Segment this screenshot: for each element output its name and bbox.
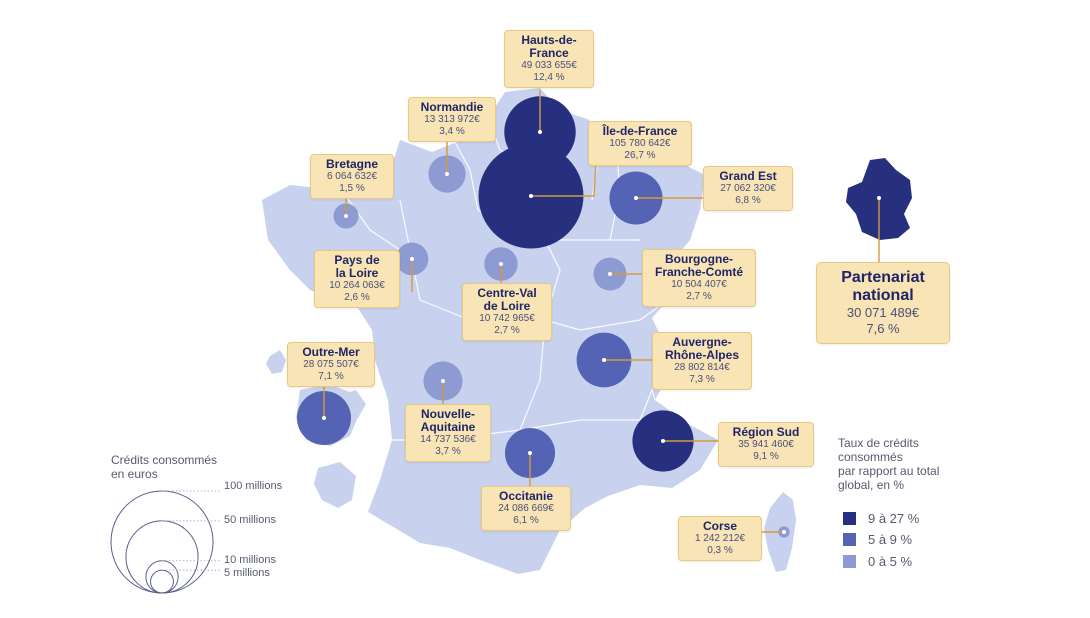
region-pct: 2,7 % [686,291,712,302]
leader-dot-region-sud [661,439,665,443]
color-legend-mid-label: 5 à 9 % [868,532,913,547]
size-legend-circle-2 [145,560,179,594]
region-pct: 3,4 % [439,126,465,137]
region-name: Bourgogne- Franche-Comté [654,252,743,279]
leader-dot-centre-val-de-loire [499,262,503,266]
label-ile-de-france: Île-de-France 105 780 642€ 26,7 % [588,121,692,166]
region-amount: 35 941 460€ [738,439,794,450]
label-grand-est: Grand Est 27 062 320€ 6,8 % [703,166,793,211]
region-name: Occitanie [498,489,554,503]
leader-dot-outre-mer [322,416,326,420]
national-pct: 7,6 % [866,321,900,336]
region-amount: 14 737 536€ [420,434,476,445]
region-name: Corse [702,519,737,533]
region-name: Centre-Val de Loire [477,286,537,313]
leader-dot-nouvelle-aquitaine [441,379,445,383]
region-name: Hauts-de- France [521,33,577,60]
label-outre-mer: Outre-Mer 28 075 507€ 7,1 % [287,342,375,387]
leader-dot-bretagne [344,214,348,218]
leader-dot-national [877,196,881,200]
region-amount: 10 264 063€ [329,280,385,291]
region-pct: 2,7 % [494,325,520,336]
label-hauts-de-france: Hauts-de- France 49 033 655€ 12,4 % [504,30,594,88]
region-pct: 9,1 % [753,451,779,462]
outre-mer-island-1 [266,350,286,374]
region-pct: 1,5 % [339,183,365,194]
color-legend-title: Taux de crédits consommés par rapport au… [838,436,940,492]
color-legend-high: 9 à 27 % [843,511,919,526]
national-amount: 30 071 489€ [846,305,920,320]
leader-dot-occitanie [528,451,532,455]
size-legend-circles [110,490,220,594]
region-amount: 28 802 814€ [674,362,730,373]
leader-dot-ile-de-france [529,194,533,198]
color-legend-low-label: 0 à 5 % [868,554,913,569]
region-name: Normandie [420,100,484,114]
label-bourgogne-franche-comte: Bourgogne- Franche-Comté 10 504 407€ 2,7… [642,249,756,307]
leader-dot-bourgogne-franche-comte [608,272,612,276]
region-amount: 28 075 507€ [303,359,359,370]
region-pct: 0,3 % [707,545,733,556]
leader-dot-grand-est [634,196,638,200]
region-pct: 3,7 % [435,446,461,457]
label-partenariat-national: Partenariat national 30 071 489€ 7,6 % [816,262,950,344]
region-pct: 26,7 % [624,150,656,161]
region-amount: 24 086 669€ [498,503,554,514]
region-name: Outre-Mer [302,345,360,359]
label-corse: Corse 1 242 212€ 0,3 % [678,516,762,561]
size-legend-circle-0 [110,490,214,594]
region-name: Pays de la Loire [334,253,380,280]
region-amount: 49 033 655€ [521,60,577,71]
region-amount: 6 064 632€ [326,171,378,182]
label-region-sud: Région Sud 35 941 460€ 9,1 % [718,422,814,467]
label-pays-de-la-loire: Pays de la Loire 10 264 063€ 2,6 % [314,250,400,308]
region-amount: 10 504 407€ [671,279,727,290]
region-amount: 27 062 320€ [720,183,776,194]
leader-lines [322,90,881,534]
label-normandie: Normandie 13 313 972€ 3,4 % [408,97,496,142]
size-legend-circle-1 [125,520,199,594]
label-auvergne-rhone-alpes: Auvergne- Rhône-Alpes 28 802 814€ 7,3 % [652,332,752,390]
label-nouvelle-aquitaine: Nouvelle- Aquitaine 14 737 536€ 3,7 % [405,404,491,462]
region-name: Région Sud [732,425,800,439]
leader-dot-auvergne-rhone-alpes [602,358,606,362]
region-name: Île-de-France [602,124,678,138]
region-pct: 12,4 % [533,72,565,83]
leader-dot-hauts-de-france [538,130,542,134]
region-amount: 10 742 965€ [479,313,535,324]
leader-dot-corse [782,530,786,534]
region-pct: 7,3 % [689,374,715,385]
swatch-high [843,512,856,525]
region-name: Auvergne- Rhône-Alpes [664,335,739,362]
color-legend-low: 0 à 5 % [843,554,912,569]
leader-dot-normandie [445,172,449,176]
outre-mer-island-4 [314,462,356,508]
size-legend-100m: 100 millions [224,480,283,492]
size-legend-50m: 50 millions [224,514,276,526]
leader-ile-de-france [531,163,597,197]
color-legend-mid: 5 à 9 % [843,532,912,547]
region-name: Nouvelle- Aquitaine [420,407,476,434]
label-bretagne: Bretagne 6 064 632€ 1,5 % [310,154,394,199]
region-amount: 13 313 972€ [424,114,480,125]
size-legend-title: Crédits consommés en euros [111,453,218,481]
region-amount: 105 780 642€ [609,138,671,149]
region-pct: 7,1 % [318,371,344,382]
leader-dot-pays-de-la-loire [410,257,414,261]
national-name: Partenariat national [841,269,925,304]
region-amount: 1 242 212€ [694,533,746,544]
size-legend-10m: 10 millions [224,554,276,566]
region-pct: 2,6 % [344,292,370,303]
region-name: Grand Est [719,169,777,183]
region-pct: 6,1 % [513,515,539,526]
region-pct: 6,8 % [735,195,761,206]
size-legend-circle-3 [150,569,174,594]
color-legend-high-label: 9 à 27 % [868,511,920,526]
swatch-low [843,555,856,568]
size-legend-5m: 5 millions [224,567,270,579]
swatch-mid [843,533,856,546]
label-centre-val-de-loire: Centre-Val de Loire 10 742 965€ 2,7 % [462,283,552,341]
region-name: Bretagne [325,157,378,171]
label-occitanie: Occitanie 24 086 669€ 6,1 % [481,486,571,531]
